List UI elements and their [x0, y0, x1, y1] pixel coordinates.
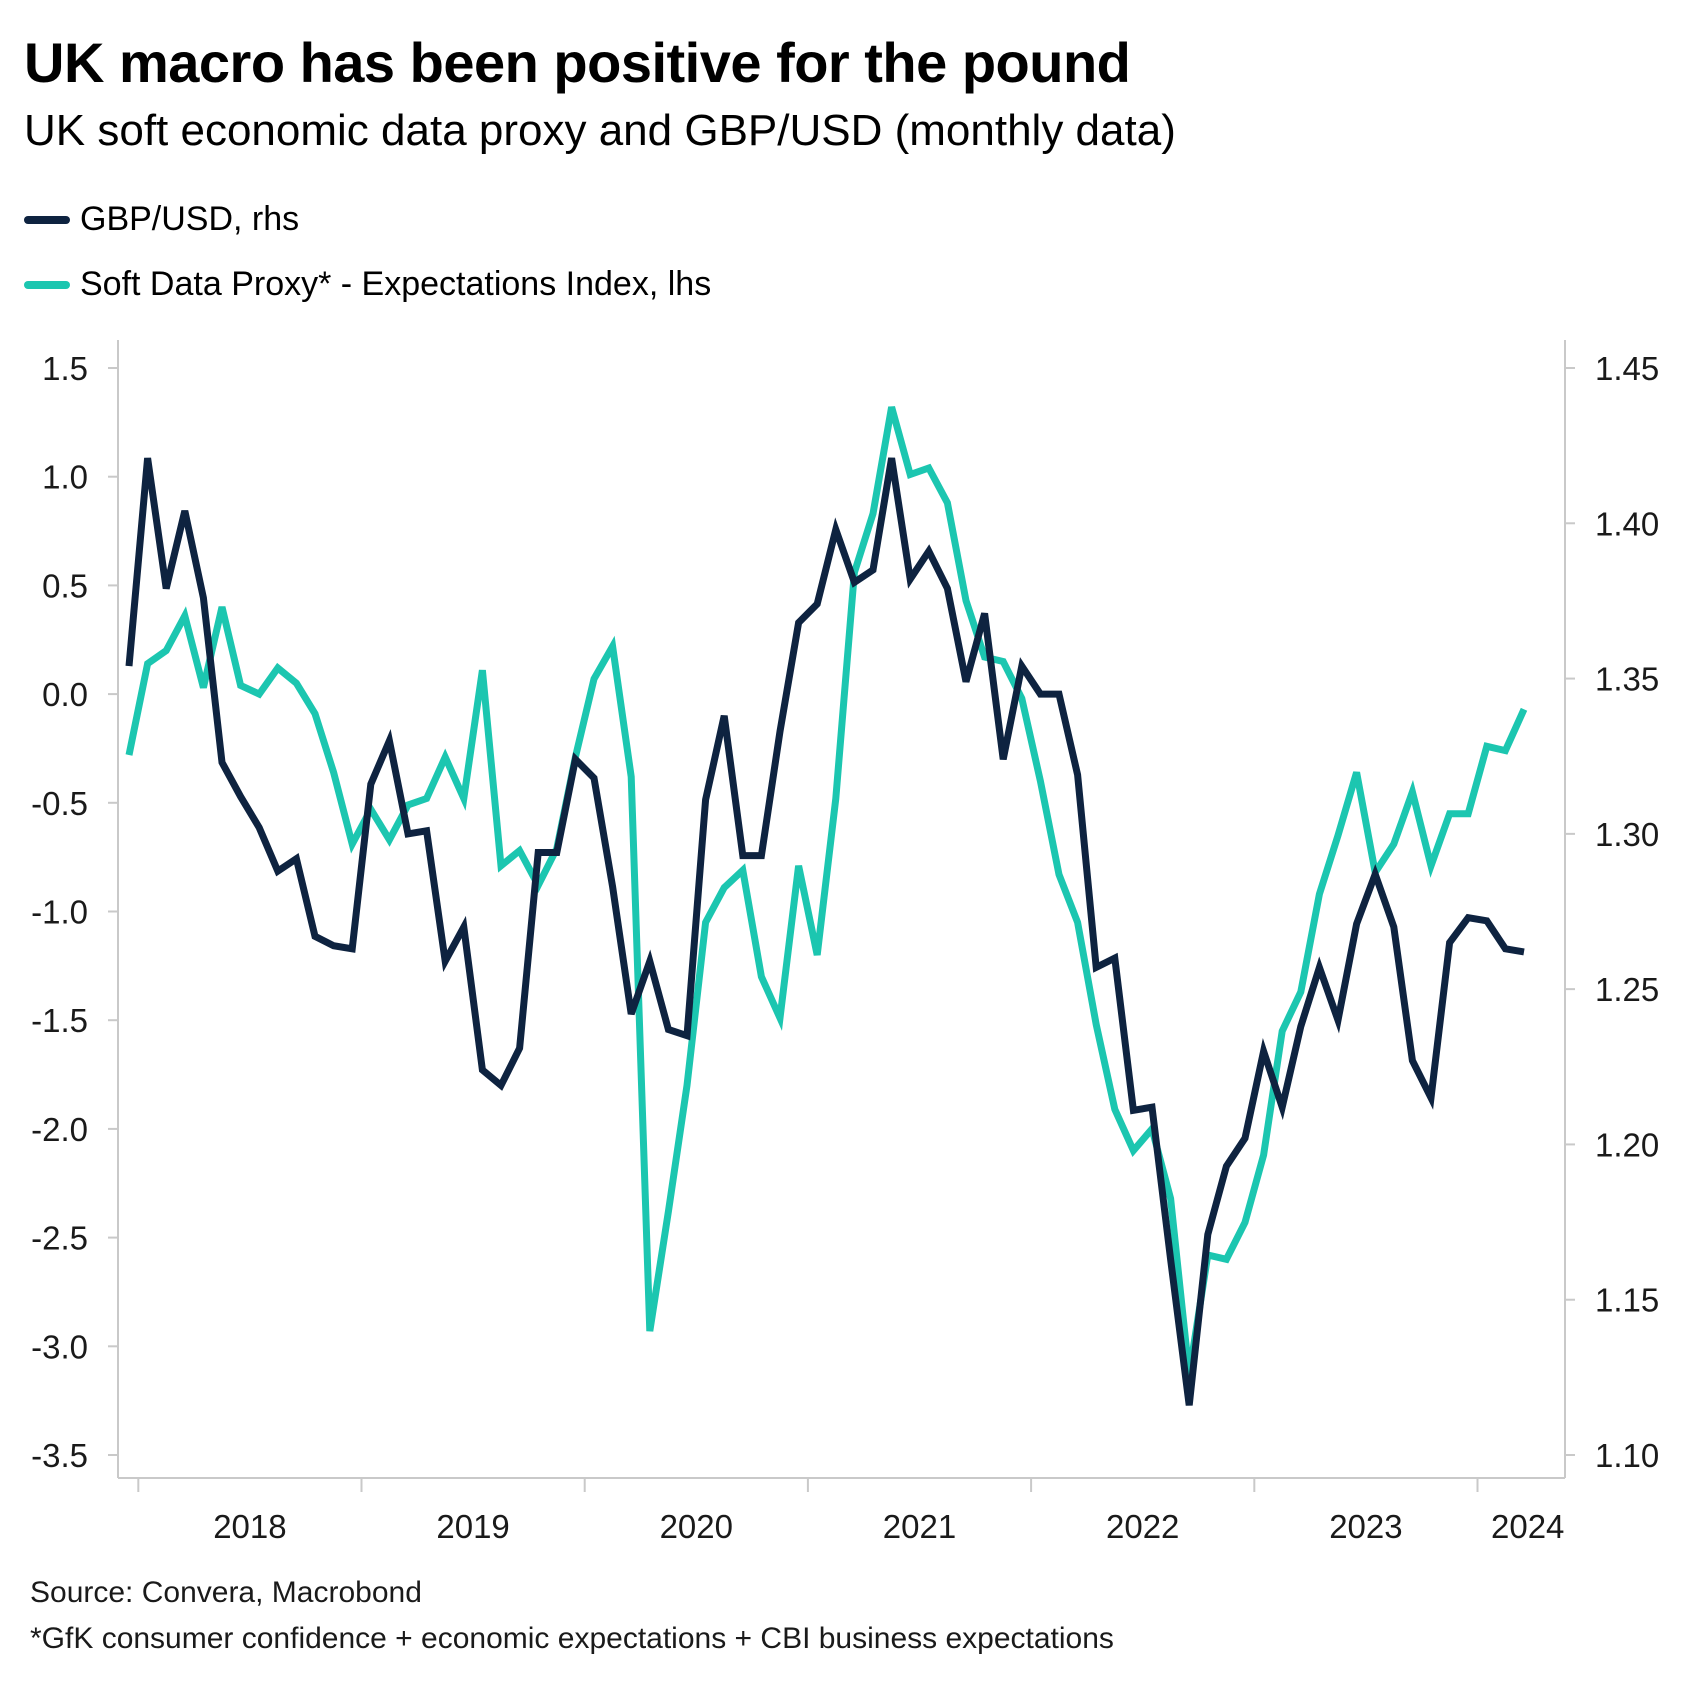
- right-tick-label: 1.30: [1595, 816, 1659, 853]
- source-note: Source: Convera, Macrobond: [30, 1576, 422, 1609]
- left-tick-label: 0.5: [42, 567, 88, 604]
- series-line-soft-data: [125, 406, 1528, 1376]
- left-tick-label: -0.5: [31, 785, 88, 822]
- legend-item-gbpusd: GBP/USD, rhs: [24, 200, 299, 239]
- left-tick-label: -3.0: [31, 1328, 88, 1365]
- x-tick-label: 2024: [1491, 1508, 1564, 1545]
- x-tick-label: 2020: [660, 1508, 733, 1545]
- right-tick-label: 1.40: [1595, 505, 1659, 542]
- right-tick-label: 1.25: [1595, 971, 1659, 1008]
- chart-title: UK macro has been positive for the pound: [24, 31, 1131, 94]
- left-tick-label: 1.5: [42, 350, 88, 387]
- x-tick-label: 2018: [213, 1508, 286, 1545]
- series-line-gbpusd: [125, 457, 1525, 1406]
- right-tick-label: 1.45: [1595, 350, 1659, 387]
- left-tick-label: -2.0: [31, 1111, 88, 1148]
- left-tick-label: -2.5: [31, 1220, 88, 1257]
- right-tick-label: 1.35: [1595, 661, 1659, 698]
- left-tick-label: 1.0: [42, 459, 88, 496]
- legend-item-soft-data: Soft Data Proxy* - Expectations Index, l…: [24, 265, 711, 304]
- legend-label-gbpusd: GBP/USD, rhs: [80, 200, 300, 238]
- right-tick-label: 1.10: [1595, 1437, 1659, 1474]
- left-tick-label: -3.5: [31, 1437, 88, 1474]
- left-tick-label: 0.0: [42, 676, 88, 713]
- legend-label-soft-data: Soft Data Proxy* - Expectations Index, l…: [80, 265, 712, 303]
- chart-subtitle: UK soft economic data proxy and GBP/USD …: [24, 106, 1176, 155]
- x-tick-label: 2022: [1106, 1508, 1179, 1545]
- x-tick-label: 2021: [883, 1508, 956, 1545]
- right-tick-label: 1.20: [1595, 1126, 1659, 1163]
- left-tick-label: -1.5: [31, 1002, 88, 1039]
- left-tick-label: -1.0: [31, 894, 88, 931]
- x-tick-label: 2019: [436, 1508, 509, 1545]
- legend-swatch-soft-data: [24, 280, 70, 289]
- legend-swatch-gbpusd: [24, 215, 70, 224]
- footnote: *GfK consumer confidence + economic expe…: [30, 1622, 1114, 1655]
- right-tick-label: 1.15: [1595, 1282, 1659, 1319]
- x-tick-label: 2023: [1329, 1508, 1402, 1545]
